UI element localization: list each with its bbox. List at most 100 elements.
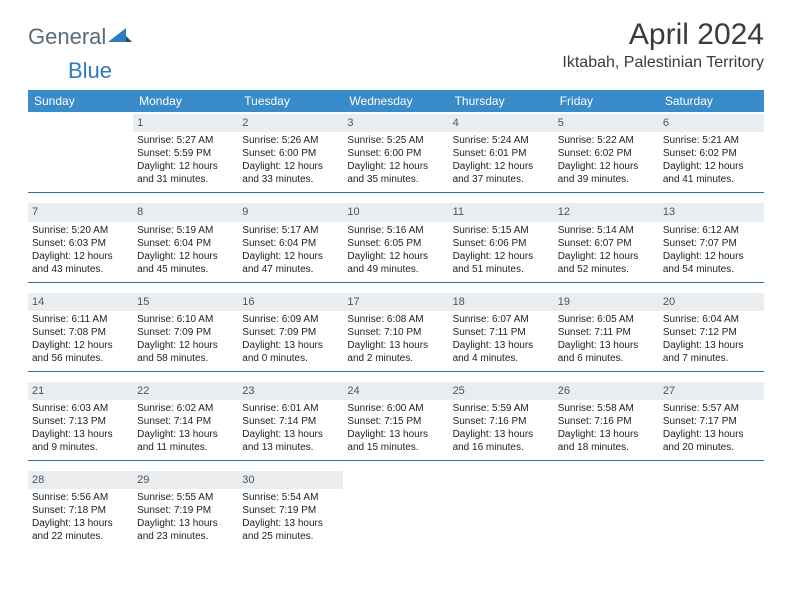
calendar-table: SundayMondayTuesdayWednesdayThursdayFrid… <box>28 90 764 549</box>
daylight-line: Daylight: 12 hours and 31 minutes. <box>137 160 234 186</box>
sunset-line: Sunset: 7:19 PM <box>137 504 234 517</box>
day-number: 21 <box>28 382 133 400</box>
sunrise-line: Sunrise: 6:07 AM <box>453 313 550 326</box>
calendar-cell: 26Sunrise: 5:58 AMSunset: 7:16 PMDayligh… <box>554 380 659 461</box>
sunset-line: Sunset: 7:17 PM <box>663 415 760 428</box>
sunrise-line: Sunrise: 5:25 AM <box>347 134 444 147</box>
calendar-cell: 8Sunrise: 5:19 AMSunset: 6:04 PMDaylight… <box>133 201 238 282</box>
sunrise-line: Sunrise: 6:11 AM <box>32 313 129 326</box>
weekday-header: Saturday <box>659 90 764 112</box>
sunset-line: Sunset: 7:11 PM <box>453 326 550 339</box>
daylight-line: Daylight: 13 hours and 16 minutes. <box>453 428 550 454</box>
sunset-line: Sunset: 6:00 PM <box>242 147 339 160</box>
sunrise-line: Sunrise: 6:10 AM <box>137 313 234 326</box>
day-number: 30 <box>238 471 343 489</box>
day-number: 18 <box>449 293 554 311</box>
calendar-header-row: SundayMondayTuesdayWednesdayThursdayFrid… <box>28 90 764 112</box>
weekday-header: Thursday <box>449 90 554 112</box>
day-number: 20 <box>659 293 764 311</box>
calendar-cell: 4Sunrise: 5:24 AMSunset: 6:01 PMDaylight… <box>449 112 554 193</box>
daylight-line: Daylight: 13 hours and 2 minutes. <box>347 339 444 365</box>
day-number: 15 <box>133 293 238 311</box>
day-number: 6 <box>659 114 764 132</box>
daylight-line: Daylight: 12 hours and 39 minutes. <box>558 160 655 186</box>
sunrise-line: Sunrise: 6:01 AM <box>242 402 339 415</box>
calendar-cell <box>343 469 448 549</box>
sunset-line: Sunset: 6:05 PM <box>347 237 444 250</box>
daylight-line: Daylight: 12 hours and 37 minutes. <box>453 160 550 186</box>
sunrise-line: Sunrise: 6:02 AM <box>137 402 234 415</box>
sunrise-line: Sunrise: 5:27 AM <box>137 134 234 147</box>
daylight-line: Daylight: 13 hours and 15 minutes. <box>347 428 444 454</box>
calendar-page: General April 2024 Iktabah, Palestinian … <box>0 0 792 567</box>
calendar-cell: 16Sunrise: 6:09 AMSunset: 7:09 PMDayligh… <box>238 291 343 372</box>
calendar-cell: 13Sunrise: 6:12 AMSunset: 7:07 PMDayligh… <box>659 201 764 282</box>
title-block: April 2024 Iktabah, Palestinian Territor… <box>562 18 764 72</box>
sunset-line: Sunset: 7:12 PM <box>663 326 760 339</box>
calendar-cell: 11Sunrise: 5:15 AMSunset: 6:06 PMDayligh… <box>449 201 554 282</box>
logo-word1: General <box>28 24 106 50</box>
calendar-cell: 29Sunrise: 5:55 AMSunset: 7:19 PMDayligh… <box>133 469 238 549</box>
sunrise-line: Sunrise: 6:00 AM <box>347 402 444 415</box>
day-number: 27 <box>659 382 764 400</box>
calendar-cell: 18Sunrise: 6:07 AMSunset: 7:11 PMDayligh… <box>449 291 554 372</box>
day-number: 11 <box>449 203 554 221</box>
calendar-cell: 23Sunrise: 6:01 AMSunset: 7:14 PMDayligh… <box>238 380 343 461</box>
sunset-line: Sunset: 7:09 PM <box>242 326 339 339</box>
daylight-line: Daylight: 13 hours and 20 minutes. <box>663 428 760 454</box>
daylight-line: Daylight: 12 hours and 58 minutes. <box>137 339 234 365</box>
sunset-line: Sunset: 6:04 PM <box>137 237 234 250</box>
calendar-cell: 5Sunrise: 5:22 AMSunset: 6:02 PMDaylight… <box>554 112 659 193</box>
sunset-line: Sunset: 6:04 PM <box>242 237 339 250</box>
calendar-cell: 10Sunrise: 5:16 AMSunset: 6:05 PMDayligh… <box>343 201 448 282</box>
calendar-cell: 7Sunrise: 5:20 AMSunset: 6:03 PMDaylight… <box>28 201 133 282</box>
day-number: 2 <box>238 114 343 132</box>
day-number: 10 <box>343 203 448 221</box>
sunrise-line: Sunrise: 5:22 AM <box>558 134 655 147</box>
sunrise-line: Sunrise: 6:03 AM <box>32 402 129 415</box>
day-number: 16 <box>238 293 343 311</box>
calendar-week: 28Sunrise: 5:56 AMSunset: 7:18 PMDayligh… <box>28 469 764 549</box>
daylight-line: Daylight: 12 hours and 54 minutes. <box>663 250 760 276</box>
sunset-line: Sunset: 7:19 PM <box>242 504 339 517</box>
sunset-line: Sunset: 7:14 PM <box>137 415 234 428</box>
daylight-line: Daylight: 12 hours and 47 minutes. <box>242 250 339 276</box>
day-number: 9 <box>238 203 343 221</box>
sunset-line: Sunset: 7:07 PM <box>663 237 760 250</box>
location: Iktabah, Palestinian Territory <box>562 54 764 72</box>
daylight-line: Daylight: 13 hours and 18 minutes. <box>558 428 655 454</box>
sunset-line: Sunset: 6:06 PM <box>453 237 550 250</box>
sunrise-line: Sunrise: 5:19 AM <box>137 224 234 237</box>
day-number: 7 <box>28 203 133 221</box>
calendar-cell: 30Sunrise: 5:54 AMSunset: 7:19 PMDayligh… <box>238 469 343 549</box>
daylight-line: Daylight: 12 hours and 41 minutes. <box>663 160 760 186</box>
weekday-header: Wednesday <box>343 90 448 112</box>
sunset-line: Sunset: 7:08 PM <box>32 326 129 339</box>
calendar-cell: 15Sunrise: 6:10 AMSunset: 7:09 PMDayligh… <box>133 291 238 372</box>
daylight-line: Daylight: 13 hours and 9 minutes. <box>32 428 129 454</box>
sunset-line: Sunset: 6:07 PM <box>558 237 655 250</box>
calendar-cell: 19Sunrise: 6:05 AMSunset: 7:11 PMDayligh… <box>554 291 659 372</box>
calendar-cell: 1Sunrise: 5:27 AMSunset: 5:59 PMDaylight… <box>133 112 238 193</box>
weekday-header: Sunday <box>28 90 133 112</box>
sunrise-line: Sunrise: 6:04 AM <box>663 313 760 326</box>
daylight-line: Daylight: 12 hours and 52 minutes. <box>558 250 655 276</box>
calendar-cell: 24Sunrise: 6:00 AMSunset: 7:15 PMDayligh… <box>343 380 448 461</box>
day-number: 8 <box>133 203 238 221</box>
calendar-cell: 12Sunrise: 5:14 AMSunset: 6:07 PMDayligh… <box>554 201 659 282</box>
daylight-line: Daylight: 13 hours and 23 minutes. <box>137 517 234 543</box>
day-number: 25 <box>449 382 554 400</box>
weekday-header: Tuesday <box>238 90 343 112</box>
daylight-line: Daylight: 13 hours and 7 minutes. <box>663 339 760 365</box>
day-number: 13 <box>659 203 764 221</box>
day-number: 24 <box>343 382 448 400</box>
week-separator <box>28 461 764 470</box>
sunrise-line: Sunrise: 5:15 AM <box>453 224 550 237</box>
sunset-line: Sunset: 6:02 PM <box>663 147 760 160</box>
daylight-line: Daylight: 13 hours and 11 minutes. <box>137 428 234 454</box>
sunrise-line: Sunrise: 5:14 AM <box>558 224 655 237</box>
weekday-header: Friday <box>554 90 659 112</box>
calendar-cell: 3Sunrise: 5:25 AMSunset: 6:00 PMDaylight… <box>343 112 448 193</box>
day-number: 1 <box>133 114 238 132</box>
sunrise-line: Sunrise: 6:08 AM <box>347 313 444 326</box>
